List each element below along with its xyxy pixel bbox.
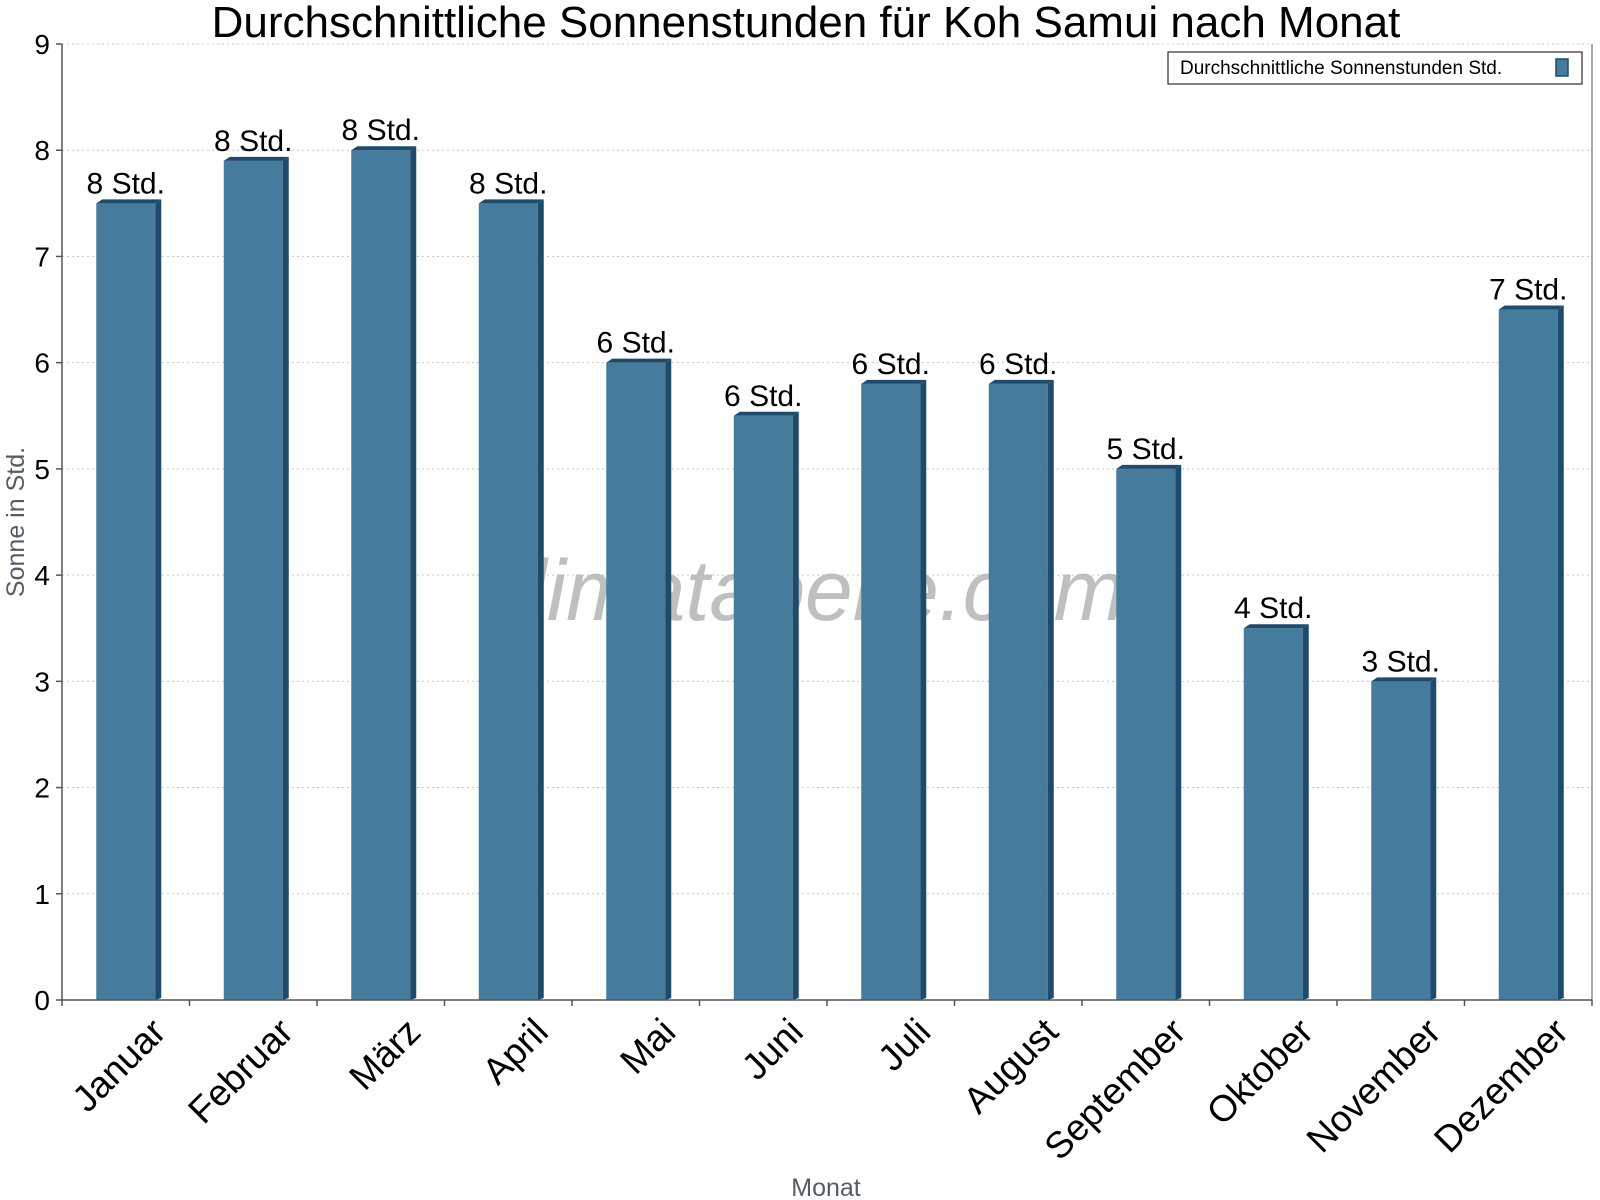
data-label: 8 Std.	[342, 114, 420, 147]
y-tick-label: 9	[34, 29, 50, 60]
data-label: 6 Std.	[979, 348, 1057, 381]
bar-face	[1371, 681, 1431, 1000]
x-tick-label: August	[955, 1010, 1066, 1121]
data-label: 5 Std.	[1107, 433, 1185, 466]
bar-top	[223, 156, 289, 161]
bar-face	[1498, 309, 1558, 1000]
x-tick-label: November	[1299, 1011, 1449, 1161]
y-tick-label: 1	[34, 879, 50, 910]
bar	[733, 411, 799, 1000]
y-tick-label: 7	[34, 241, 50, 272]
grid-lines	[62, 43, 1592, 895]
data-label: 8 Std.	[214, 125, 292, 158]
data-label: 6 Std.	[724, 380, 802, 413]
bar-top	[733, 411, 799, 416]
data-label: 8 Std.	[87, 167, 165, 200]
bar-side	[155, 199, 162, 1001]
chart-title: Durchschnittliche Sonnenstunden für Koh …	[212, 0, 1401, 47]
bar-face	[1116, 468, 1176, 1000]
bar-side	[920, 379, 927, 1000]
x-tick-label: Juli	[870, 1011, 938, 1079]
bar-top	[606, 358, 672, 363]
y-tick-label: 6	[34, 348, 50, 379]
bar	[223, 156, 289, 1000]
bar-face	[351, 150, 411, 1000]
bar-side	[282, 156, 289, 1000]
bar-side	[410, 146, 417, 1000]
bar-side	[537, 199, 544, 1001]
data-label: 6 Std.	[852, 348, 930, 381]
data-labels: 8 Std. 8 Std. 8 Std. 8 Std. 6 Std. 6 Std. 6 St…	[87, 114, 1568, 678]
bar-face	[606, 362, 666, 1001]
bar	[96, 199, 162, 1001]
y-tick-label: 4	[34, 560, 50, 591]
bar	[861, 379, 927, 1000]
bar-face	[223, 160, 283, 1000]
bar-top	[1243, 624, 1309, 629]
bar-side	[1557, 305, 1564, 1000]
data-label: 4 Std.	[1234, 592, 1312, 625]
x-ticks: Januar Februar März April Mai Juni Juli AugustS…	[61, 1000, 1593, 1168]
bar-top	[351, 146, 417, 151]
legend-label: Durchschnittliche Sonnenstunden Std.	[1180, 58, 1502, 79]
x-tick-label: April	[475, 1011, 556, 1092]
bar	[351, 146, 417, 1000]
bar	[988, 379, 1054, 1000]
data-label: 6 Std.	[597, 327, 675, 360]
y-tick-label: 5	[34, 454, 50, 485]
bar	[1498, 305, 1564, 1000]
data-label: 7 Std.	[1489, 274, 1567, 307]
y-tick-label: 3	[34, 666, 50, 697]
y-tick-label: 0	[34, 985, 50, 1016]
bar-face	[96, 203, 156, 1001]
data-label: 8 Std.	[469, 167, 547, 200]
x-tick-label: Mai	[612, 1011, 683, 1082]
bar	[606, 358, 672, 1001]
bar	[478, 199, 544, 1001]
x-tick-label: Oktober	[1199, 1011, 1321, 1133]
bar-face	[861, 383, 921, 1000]
bar-face	[733, 415, 793, 1000]
bar-face	[988, 383, 1048, 1000]
bar-side	[1047, 379, 1054, 1000]
x-tick-label: Dezember	[1426, 1011, 1576, 1161]
legend: Durchschnittliche Sonnenstunden Std.	[1167, 51, 1583, 85]
x-tick-label: Februar	[180, 1011, 301, 1132]
x-tick-label: Juni	[734, 1011, 811, 1088]
bar-top	[96, 199, 162, 204]
bar-side	[792, 411, 799, 1000]
bar-top	[1498, 305, 1564, 310]
x-axis-title: Monat	[791, 1174, 861, 1200]
bar-side	[1302, 624, 1309, 1000]
axes	[61, 44, 1593, 1001]
x-tick-label: Januar	[64, 1011, 173, 1120]
legend-box	[1167, 51, 1583, 85]
bar-top	[1116, 464, 1182, 469]
y-tick-label: 2	[34, 773, 50, 804]
x-tick-label: März	[341, 1011, 428, 1098]
bar-face	[478, 203, 538, 1001]
bar	[1243, 624, 1309, 1000]
bar-side	[1175, 464, 1182, 1000]
bar	[1371, 677, 1437, 1000]
bar-top	[861, 379, 927, 384]
legend-swatch	[1555, 58, 1569, 77]
bar-top	[1371, 677, 1437, 682]
bar-side	[665, 358, 672, 1001]
y-tick-label: 8	[34, 135, 50, 166]
bars	[96, 146, 1564, 1001]
bar-top	[988, 379, 1054, 384]
bar-side	[1430, 677, 1437, 1000]
y-ticks: 0 1 2 3 4 5 6 7 8 9	[34, 29, 62, 1016]
data-label: 3 Std.	[1362, 645, 1440, 678]
bar-face	[1243, 628, 1303, 1000]
y-axis-title: Sonne in Std.	[2, 447, 30, 597]
bar	[1116, 464, 1182, 1000]
bar-top	[478, 199, 544, 204]
